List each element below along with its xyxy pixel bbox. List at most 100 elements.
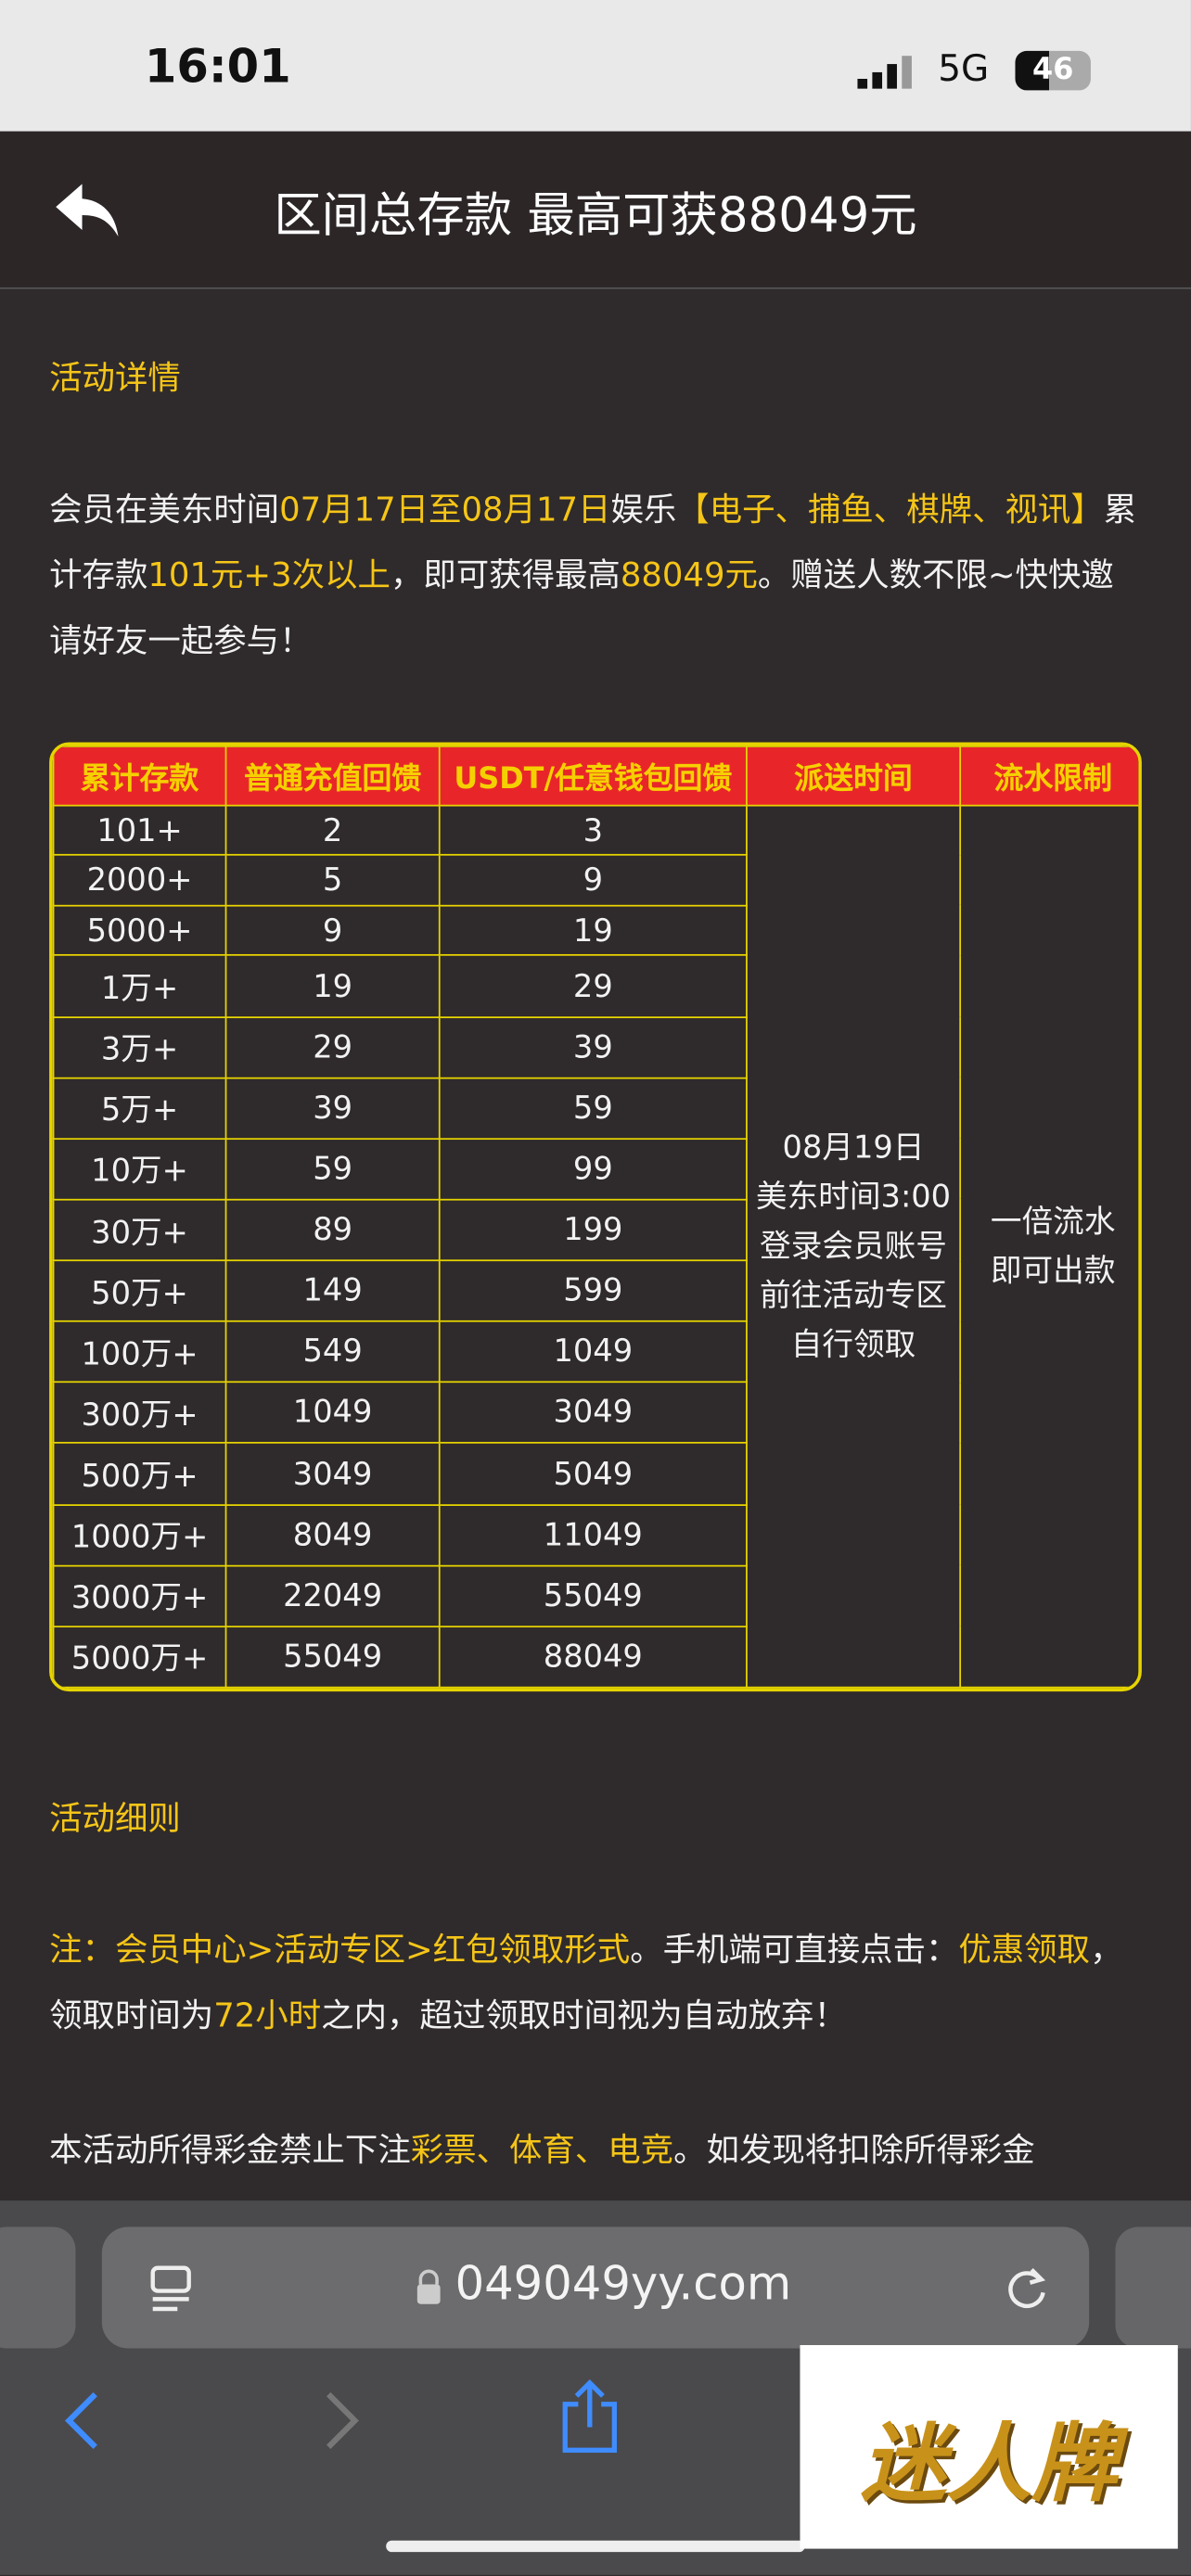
table-cell: 29 bbox=[224, 1015, 441, 1079]
table-row: 5万+ 39 59 bbox=[52, 1077, 1139, 1140]
table-cell: 3049 bbox=[438, 1381, 748, 1445]
table-cell: 549 bbox=[224, 1320, 441, 1384]
home-indicator bbox=[386, 2540, 805, 2553]
text: ，领取时间为 bbox=[49, 1929, 1123, 2035]
table-row: 101+ 2 3 08月19日 美东时间3:00 登录会员账号 前往活动专区 自行领取 一倍流水… bbox=[52, 804, 1139, 1689]
table-cell: 5000万+ bbox=[52, 1625, 227, 1689]
table-cell: 50万+ bbox=[52, 1259, 227, 1323]
cell-line: 美东时间3:00 bbox=[755, 1179, 952, 1216]
back-button[interactable] bbox=[49, 177, 124, 243]
table-cell: 5049 bbox=[438, 1442, 748, 1506]
highlight-text: 【电子、捕鱼、棋牌、视讯】 bbox=[676, 489, 1104, 529]
header-cell: 流水限制 bbox=[959, 746, 1139, 807]
text: 累计存款 bbox=[49, 489, 1137, 595]
table-cell: 9 bbox=[438, 854, 748, 907]
share-button[interactable] bbox=[558, 2378, 621, 2456]
text: ，即可获得最高 bbox=[390, 555, 621, 595]
table-cell: 1049 bbox=[224, 1381, 441, 1445]
table-cell: 1万+ bbox=[52, 954, 227, 1018]
text: 娱乐 bbox=[610, 489, 677, 529]
forward-nav[interactable] bbox=[319, 2391, 365, 2451]
reward-table: 累计存款 普通充值回馈 USDT/任意钱包回馈 派送时间 流水限制 101+ 2 3 08月19… bbox=[49, 742, 1142, 1692]
watermark: 迷人牌 bbox=[800, 2344, 1178, 2549]
table-cell: 39 bbox=[224, 1077, 441, 1140]
table-cell: 9 bbox=[224, 904, 441, 957]
table-cell: 88049 bbox=[438, 1625, 748, 1689]
highlight-text: 07月17日至08月17日 bbox=[279, 489, 611, 529]
header-cell: 派送时间 bbox=[746, 746, 962, 807]
reload-icon[interactable] bbox=[1002, 2263, 1051, 2312]
table-cell: 3万+ bbox=[52, 1015, 227, 1079]
table-cell: 149 bbox=[224, 1259, 441, 1323]
cell-line: 自行领取 bbox=[790, 1326, 916, 1363]
text: 。如发现将扣除所得彩金 bbox=[673, 2129, 1035, 2170]
cell-line: 前往活动专区 bbox=[760, 1277, 947, 1314]
cell-line: 08月19日 bbox=[782, 1129, 925, 1167]
table-cell: 29 bbox=[438, 954, 748, 1018]
table-cell: 22049 bbox=[224, 1564, 441, 1627]
wagering-cell: 一倍流水 即可出款 bbox=[959, 804, 1139, 1689]
table-cell: 5万+ bbox=[52, 1077, 227, 1140]
cell-line: 登录会员账号 bbox=[760, 1228, 947, 1265]
network: 5G bbox=[938, 49, 990, 91]
table-row: 1000万+ 8049 11049 bbox=[52, 1503, 1139, 1567]
cell-line: 一倍流水 bbox=[990, 1204, 1116, 1241]
header-cell: 累计存款 bbox=[52, 746, 227, 807]
table-row: 5000+ 9 19 bbox=[52, 904, 1139, 957]
highlight-text: 注：会员中心>活动专区>红包领取形式 bbox=[49, 1929, 631, 1970]
cell-line: 即可出款 bbox=[990, 1253, 1116, 1290]
reader-icon[interactable] bbox=[147, 2263, 194, 2312]
table-row: 3万+ 29 39 bbox=[52, 1015, 1139, 1079]
table-cell: 101+ bbox=[52, 804, 227, 857]
highlight-text: 88049元 bbox=[620, 555, 758, 595]
table-cell: 1049 bbox=[438, 1320, 748, 1384]
table-cell: 3 bbox=[438, 804, 748, 857]
watermark-text: 迷人牌 bbox=[860, 2416, 1118, 2515]
table-cell: 500万+ bbox=[52, 1442, 227, 1506]
paragraph: 会员在美东时间07月17日至08月17日娱乐【电子、捕鱼、棋牌、视讯】累计存款1… bbox=[49, 477, 1142, 674]
table-cell: 19 bbox=[224, 954, 441, 1018]
table-cell: 11049 bbox=[438, 1503, 748, 1567]
back-nav[interactable] bbox=[59, 2391, 106, 2451]
table-row: 5000万+ 55049 88049 bbox=[52, 1625, 1139, 1689]
table-cell: 3000万+ bbox=[52, 1564, 227, 1627]
text: 之内，超过领取时间视为自动放弃！ bbox=[321, 1995, 847, 2035]
table-cell: 100万+ bbox=[52, 1320, 227, 1384]
highlight-text: 101元+3次以上 bbox=[147, 555, 391, 595]
table-cell: 5000+ bbox=[52, 904, 227, 957]
header-row: 累计存款 普通充值回馈 USDT/任意钱包回馈 派送时间 流水限制 bbox=[52, 746, 1139, 807]
battery: 46 bbox=[1015, 50, 1091, 91]
tab-preview[interactable] bbox=[1115, 2226, 1191, 2349]
header-cell: USDT/任意钱包回馈 bbox=[438, 746, 748, 807]
paragraph: 本活动所得彩金禁止下注彩票、体育、电竞。如发现将扣除所得彩金 bbox=[49, 2117, 1142, 2183]
table-cell: 55049 bbox=[438, 1564, 748, 1627]
lock-icon bbox=[416, 2269, 441, 2304]
highlight-text: 彩票、体育、电竞 bbox=[410, 2129, 674, 2170]
header: 区间总存款 最高可获88049元 bbox=[0, 131, 1191, 289]
table-row: 30万+ 89 199 bbox=[52, 1198, 1139, 1262]
table-cell: 39 bbox=[438, 1015, 748, 1079]
highlight-text: 72小时 bbox=[213, 1995, 322, 2035]
table-row: 100万+ 549 1049 bbox=[52, 1320, 1139, 1384]
signal-icon bbox=[857, 56, 912, 89]
text: 。手机端可直接点击： bbox=[630, 1929, 959, 1970]
table-cell: 89 bbox=[224, 1198, 441, 1262]
page-title: 区间总存款 最高可获88049元 bbox=[274, 186, 917, 244]
table-cell: 55049 bbox=[224, 1625, 441, 1689]
table-cell: 59 bbox=[438, 1077, 748, 1140]
url[interactable]: 049049yy.com bbox=[455, 2256, 792, 2311]
table-cell: 30万+ bbox=[52, 1198, 227, 1262]
paragraph: 注：会员中心>活动专区>红包领取形式。手机端可直接点击：优惠领取，领取时间为72… bbox=[49, 1917, 1142, 2048]
tab-preview[interactable] bbox=[0, 2226, 76, 2349]
address-bar[interactable]: 049049yy.com bbox=[101, 2226, 1090, 2349]
header-cell: 普通充值回馈 bbox=[224, 746, 441, 807]
section-title: 活动细则 bbox=[49, 1798, 181, 1838]
status-bar: 16:01 5G 46 bbox=[0, 0, 1191, 132]
table-cell: 199 bbox=[438, 1198, 748, 1262]
table-cell: 599 bbox=[438, 1259, 748, 1323]
text: 。赠送人数不限~快快邀请好友一起参与！ bbox=[49, 555, 1114, 660]
table-cell: 5 bbox=[224, 854, 441, 907]
time: 16:01 bbox=[144, 39, 291, 94]
table-cell: 2000+ bbox=[52, 854, 227, 907]
